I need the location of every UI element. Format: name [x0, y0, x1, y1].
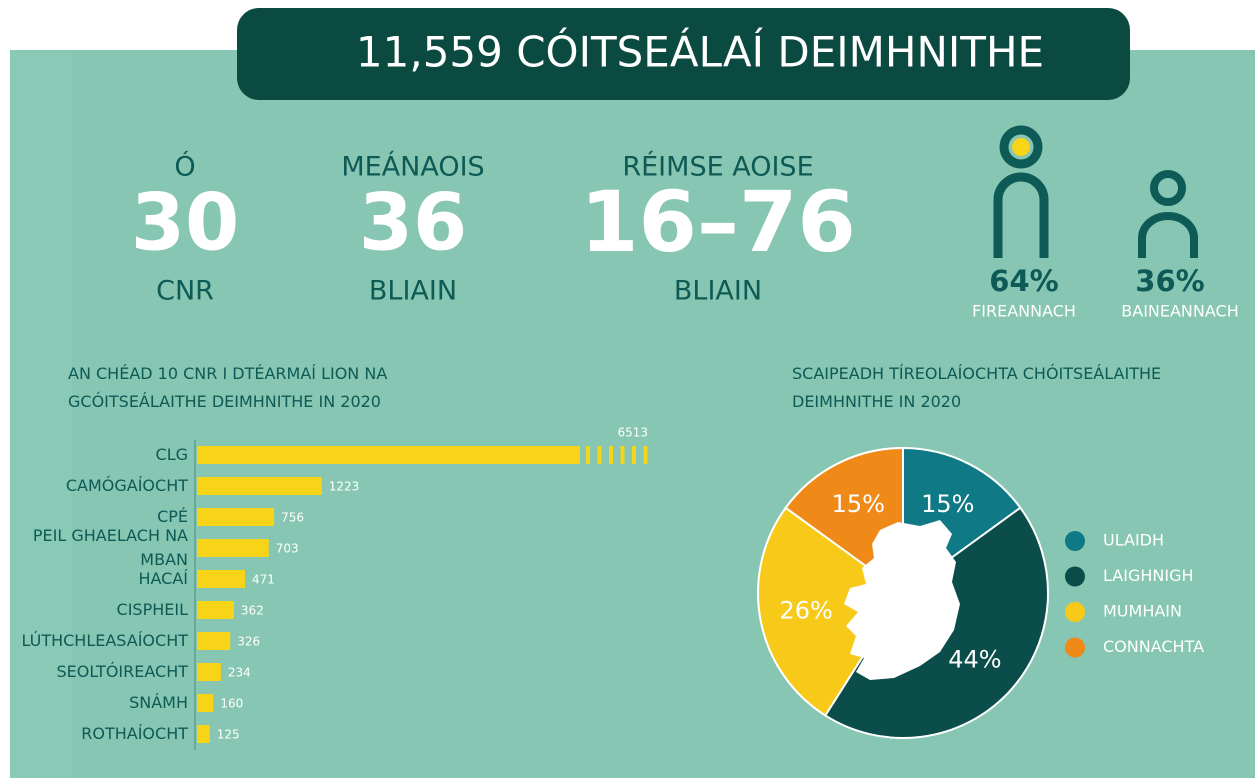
category-label: CLG [155, 445, 188, 464]
category-label: LÚTHCHLEASAÍOCHT [21, 631, 189, 650]
ireland-map [844, 520, 960, 680]
legend-swatch [1065, 566, 1085, 587]
legend-swatch [1065, 637, 1085, 658]
category-label: CPÉ [157, 507, 188, 526]
legend-label: LAIGHNIGH [1103, 566, 1194, 585]
category-label: SNÁMH [129, 693, 188, 712]
slice-label: 26% [779, 596, 832, 624]
bar [197, 539, 269, 557]
bar [197, 508, 275, 526]
bar [197, 477, 322, 495]
value-label: 160 [220, 697, 243, 711]
pie-slice [784, 446, 904, 595]
slice-label: 44% [948, 645, 1001, 673]
value-label: 471 [252, 573, 275, 587]
title: 11,559 CÓITSEÁLAÍ DEIMHNITHE [356, 27, 1044, 77]
category-label: HACAÍ [138, 569, 188, 588]
title-box [237, 8, 1130, 100]
stat-bottom: CNR [156, 276, 214, 307]
legend-swatch [1065, 602, 1085, 622]
chart-title: AN CHÉAD 10 CNR I DTÉARMAÍ LION NA GCÓIT… [68, 364, 388, 411]
bar [197, 570, 246, 588]
bar [197, 446, 648, 464]
category-label: CAMÓGAÍOCHT [65, 476, 188, 495]
category-label: CISPHEIL [116, 600, 188, 619]
value-label: 125 [217, 728, 240, 742]
stat-top: MEÁNAOIS [341, 151, 484, 183]
value-label: 1223 [329, 480, 360, 494]
chart-title: SCAIPEADH TÍREOLAÍOCHTA CHÓITSEÁLAITHE D… [792, 364, 1162, 411]
stat-top: RÉIMSE AOISE [622, 151, 813, 183]
stat-top: Ó [174, 151, 195, 183]
value-label: 234 [228, 666, 251, 680]
slice-label: 15% [921, 490, 974, 518]
category-label: SEOLTÓIREACHT [56, 662, 188, 681]
pie-slice [757, 506, 905, 717]
legend-swatch [1065, 531, 1085, 551]
gender-label: FIREANNACH [972, 302, 1076, 321]
value-label: 756 [281, 511, 304, 525]
stat-bottom: BLIAIN [369, 276, 457, 307]
bar [197, 632, 231, 650]
category-label: PEIL GHAELACH NA MBAN [32, 526, 188, 569]
stat-bottom: BLIAIN [674, 276, 762, 307]
legend-label: ULAIDH [1103, 531, 1164, 550]
category-label: ROTHAÍOCHT [81, 724, 188, 743]
panel-strip [10, 50, 72, 778]
value-label: 703 [276, 542, 299, 556]
stat-value: 30 [131, 178, 240, 268]
bar [197, 663, 221, 681]
stat-value: 16–76 [580, 173, 856, 271]
stat-value: 36 [359, 178, 468, 268]
male-icon [993, 125, 1049, 258]
value-label: 362 [241, 604, 264, 618]
bar [197, 601, 234, 619]
bar [197, 725, 210, 743]
gender-label: BAINEANNACH [1121, 302, 1238, 321]
slice-label: 15% [832, 490, 885, 518]
male-icon-dot [1012, 138, 1030, 156]
bar [197, 694, 214, 712]
gender-value: 64% [989, 264, 1058, 298]
gender-value: 36% [1135, 264, 1204, 298]
value-label: 326 [237, 635, 260, 649]
value-label: 6513 [617, 426, 648, 440]
legend-label: CONNACHTA [1103, 637, 1204, 656]
female-icon [1138, 170, 1198, 258]
legend-label: MUMHAIN [1103, 602, 1182, 621]
